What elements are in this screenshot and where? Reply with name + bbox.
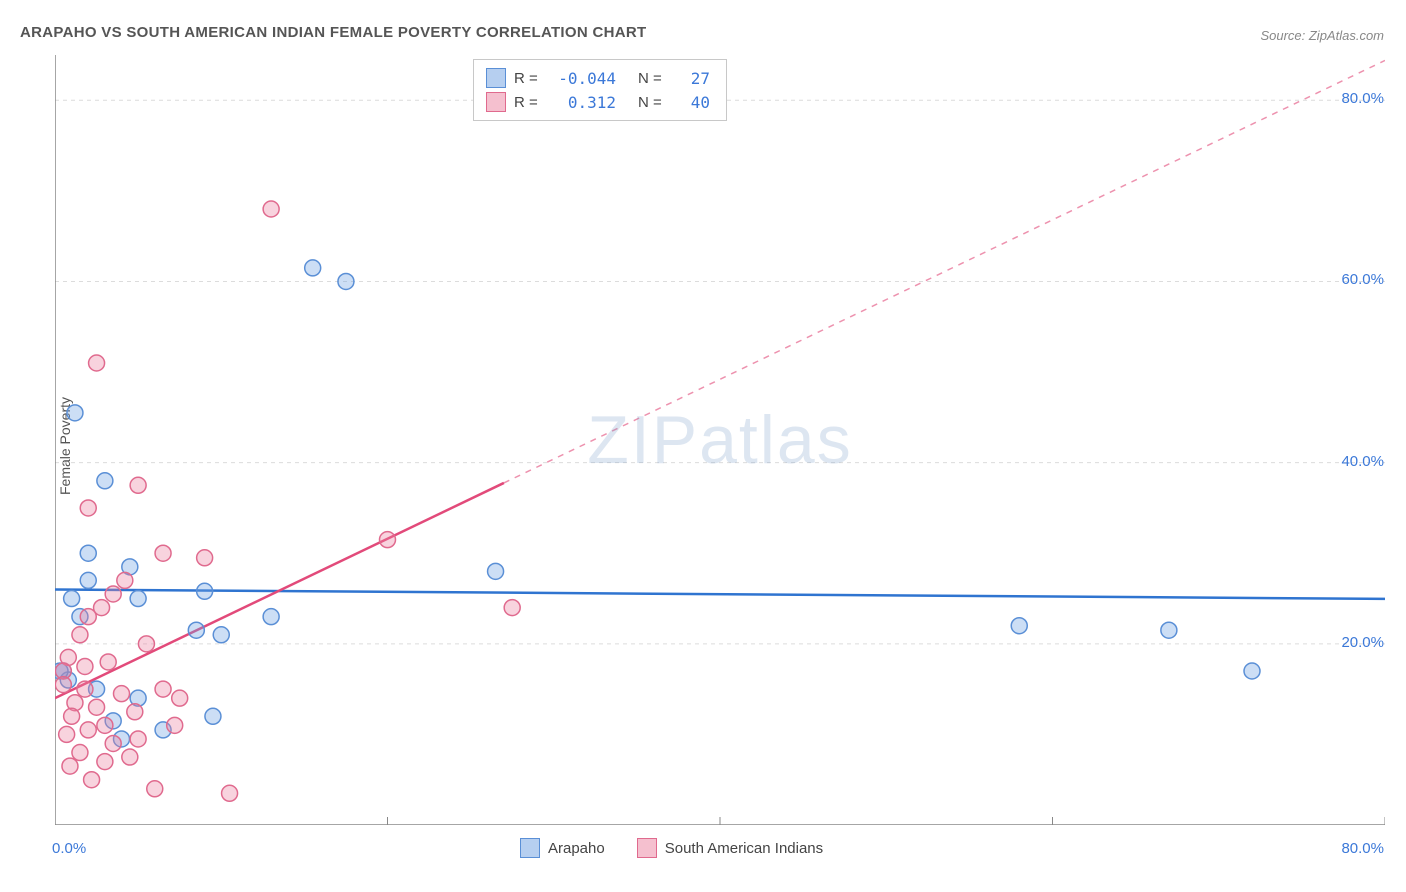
y-tick-label-1: 40.0% bbox=[1341, 453, 1384, 470]
n-label: N = bbox=[638, 94, 668, 111]
stats-legend: R = -0.044 N = 27 R = 0.312 N = 40 bbox=[473, 59, 727, 121]
y-tick-label-2: 60.0% bbox=[1341, 271, 1384, 288]
legend-item: Arapaho bbox=[520, 838, 605, 858]
y-tick-label-3: 80.0% bbox=[1341, 90, 1384, 107]
chart-area: ZIPatlas R =-0.044N =27R =0.312N =40 bbox=[55, 55, 1385, 825]
legend-item: South American Indians bbox=[637, 838, 823, 858]
n-value: 27 bbox=[676, 69, 714, 88]
x-tick-label-max: 80.0% bbox=[1341, 840, 1384, 857]
series-legend: Arapaho South American Indians bbox=[520, 838, 845, 858]
stats-legend-row: R = 0.312 N = 40 bbox=[486, 90, 714, 114]
stats-legend-row: R = -0.044 N = 27 bbox=[486, 66, 714, 90]
chart-title: ARAPAHO VS SOUTH AMERICAN INDIAN FEMALE … bbox=[20, 24, 646, 41]
r-label: R = bbox=[514, 94, 544, 111]
n-label: N = bbox=[638, 70, 668, 87]
y-tick-label-0: 20.0% bbox=[1341, 634, 1384, 651]
scatter-plot bbox=[55, 55, 1385, 825]
legend-swatch bbox=[637, 838, 657, 858]
source-attribution: Source: ZipAtlas.com bbox=[1260, 28, 1384, 43]
legend-swatch bbox=[486, 92, 506, 112]
r-value: 0.312 bbox=[552, 93, 620, 112]
x-tick-label-min: 0.0% bbox=[52, 840, 86, 857]
r-value: -0.044 bbox=[552, 69, 620, 88]
legend-swatch bbox=[520, 838, 540, 858]
legend-label: South American Indians bbox=[665, 840, 823, 857]
r-label: R = bbox=[514, 70, 544, 87]
legend-swatch bbox=[486, 68, 506, 88]
n-value: 40 bbox=[676, 93, 714, 112]
legend-label: Arapaho bbox=[548, 840, 605, 857]
